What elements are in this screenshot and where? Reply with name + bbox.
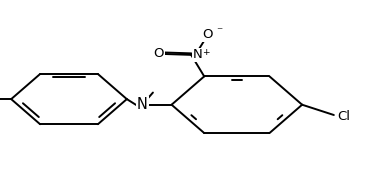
Text: +: + xyxy=(202,48,209,57)
Text: ⁻: ⁻ xyxy=(216,25,222,38)
Text: Cl: Cl xyxy=(337,110,350,123)
Text: O: O xyxy=(203,28,213,41)
Text: N: N xyxy=(137,97,148,112)
Text: O: O xyxy=(153,47,164,60)
Text: N: N xyxy=(193,48,203,61)
